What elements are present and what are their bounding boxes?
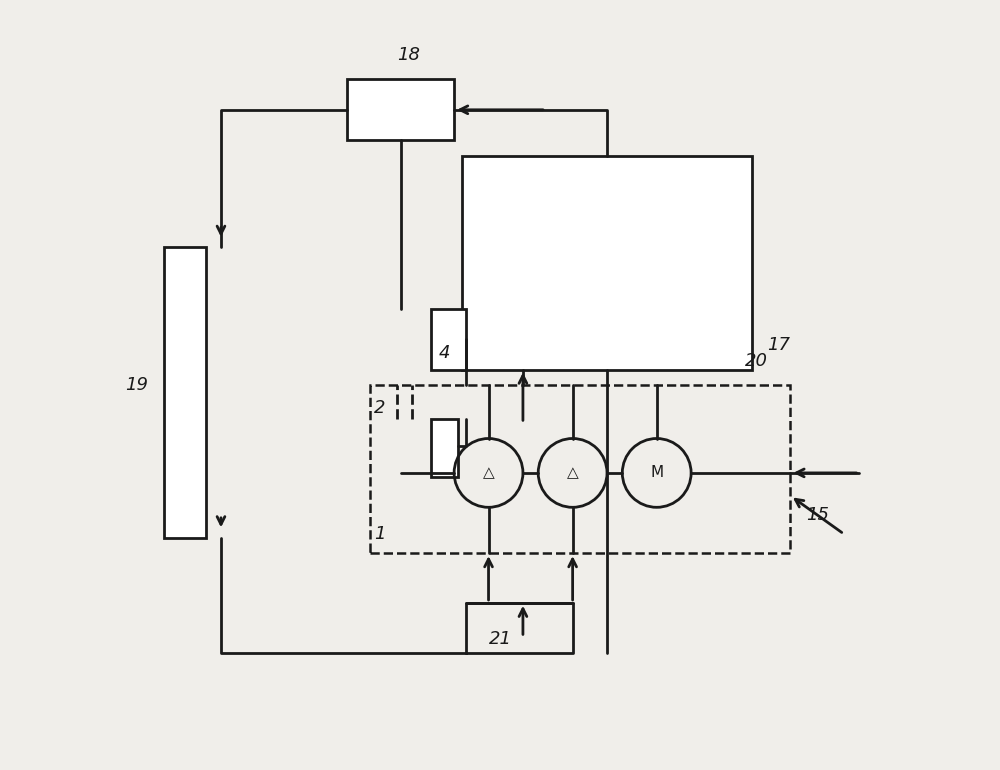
Bar <box>370 385 790 553</box>
Bar <box>431 420 458 477</box>
Text: 21: 21 <box>489 630 512 648</box>
Text: 18: 18 <box>397 46 420 64</box>
Text: M: M <box>650 465 663 480</box>
Bar <box>462 156 752 370</box>
Text: △: △ <box>483 465 494 480</box>
Bar <box>431 309 466 370</box>
Text: 1: 1 <box>374 525 385 543</box>
Text: 4: 4 <box>439 344 450 362</box>
Bar <box>347 79 454 140</box>
Text: 15: 15 <box>806 506 829 524</box>
Text: △: △ <box>567 465 578 480</box>
Text: 20: 20 <box>745 352 768 370</box>
Text: 19: 19 <box>125 376 148 394</box>
Text: 2: 2 <box>374 399 385 417</box>
Text: 17: 17 <box>768 336 791 354</box>
Bar <box>164 247 206 538</box>
